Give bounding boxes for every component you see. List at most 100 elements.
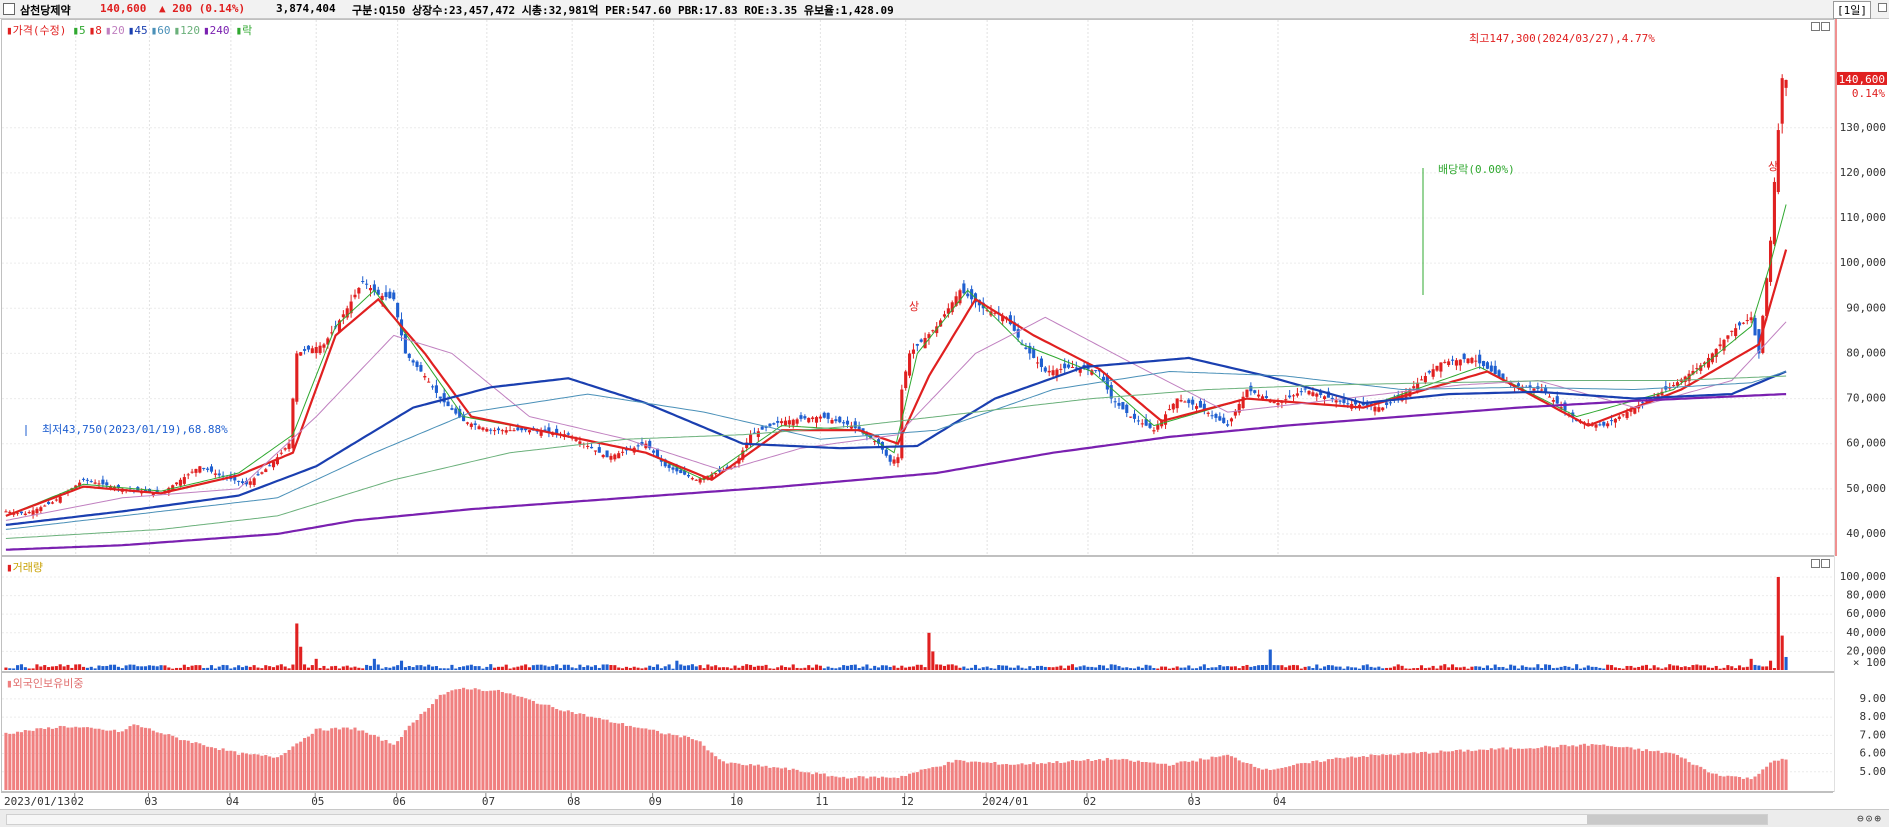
- foreign-bar: [613, 722, 617, 790]
- candle-body: [1342, 398, 1346, 404]
- volume-bar: [361, 668, 365, 670]
- volume-bar: [209, 665, 214, 670]
- foreign-bar: [202, 745, 206, 790]
- legend-ma-8[interactable]: ▮8: [88, 24, 102, 37]
- volume-bar: [764, 664, 768, 670]
- foreign-bar: [1544, 745, 1548, 790]
- foreign-bar: [842, 776, 846, 790]
- candle-body: [1691, 370, 1695, 375]
- candle-body: [345, 308, 349, 318]
- foreign-bar: [1295, 763, 1299, 790]
- window-buttons[interactable]: [1877, 3, 1887, 14]
- foreign-bar: [535, 703, 539, 790]
- candle-body: [1295, 393, 1299, 396]
- volume-bar: [1532, 667, 1536, 670]
- legend-ma-240[interactable]: ▮240: [202, 24, 230, 37]
- foreign-pane[interactable]: ▮외국인보유비중: [1, 672, 1835, 792]
- volume-bar: [1253, 666, 1257, 670]
- legend-ma-5[interactable]: ▮5: [72, 24, 86, 37]
- volume-bar: [1722, 667, 1726, 670]
- legend-ma-20[interactable]: ▮20: [104, 24, 125, 37]
- candle-body: [43, 505, 47, 507]
- volume-pane-buttons[interactable]: [1810, 559, 1830, 570]
- volume-bar: [128, 664, 132, 670]
- candle-body: [1152, 430, 1156, 432]
- volume-bar: [120, 668, 124, 670]
- volume-bar: [1350, 667, 1354, 670]
- candle-body: [1388, 402, 1393, 404]
- volume-bar: [749, 664, 753, 670]
- volume-bar: [1373, 667, 1377, 670]
- foreign-chart[interactable]: [2, 673, 1834, 791]
- foreign-bar: [1749, 779, 1753, 790]
- price-pane[interactable]: 최고147,300(2024/03/27),4.77% 최저43,750(2023…: [1, 19, 1835, 556]
- zoom-in-icon[interactable]: ⊕: [1874, 812, 1883, 825]
- volume-bar: [1540, 667, 1544, 670]
- candle-body: [1714, 348, 1718, 357]
- volume-chart[interactable]: [2, 557, 1834, 671]
- candle-body: [1195, 406, 1199, 409]
- foreign-bar: [252, 754, 256, 790]
- foreign-bar: [1187, 761, 1191, 790]
- zoom-controls[interactable]: ⊖⊙⊕: [1857, 812, 1883, 825]
- foreign-bar: [675, 735, 679, 790]
- volume-bar: [1509, 664, 1513, 670]
- candle-body: [349, 301, 353, 314]
- volume-bar: [1761, 666, 1765, 670]
- volume-bar: [1691, 665, 1695, 670]
- price-pane-buttons[interactable]: [1810, 22, 1830, 33]
- volume-bar: [1780, 635, 1784, 670]
- volume-bar: [1280, 665, 1284, 670]
- candle-body: [1423, 376, 1427, 383]
- stock-name[interactable]: 삼천당제약: [20, 4, 71, 17]
- volume-bar: [1218, 665, 1222, 670]
- zoom-reset-icon[interactable]: ⊙: [1865, 812, 1875, 825]
- candle-body: [783, 420, 788, 426]
- foreign-bar: [698, 741, 702, 790]
- foreign-bar: [62, 726, 66, 790]
- legend-ma-60[interactable]: ▮60: [150, 24, 171, 37]
- maximize-icon[interactable]: [1811, 22, 1820, 31]
- legend-ma-45[interactable]: ▮45: [127, 24, 148, 37]
- candle-body: [946, 308, 950, 314]
- foreign-bar: [939, 766, 943, 790]
- foreign-bar: [601, 719, 605, 790]
- volume-bar: [1043, 666, 1047, 670]
- timeframe-button[interactable]: [1일]: [1833, 1, 1871, 19]
- foreign-bar: [1621, 747, 1625, 790]
- candle-body: [283, 448, 287, 450]
- candle-body: [198, 466, 202, 473]
- legend-ma-120[interactable]: ▮120: [173, 24, 200, 37]
- zoom-out-icon[interactable]: ⊖: [1857, 812, 1866, 825]
- scrollbar-thumb[interactable]: [1587, 815, 1767, 824]
- candle-body: [1606, 423, 1610, 427]
- foreign-bar: [1377, 755, 1381, 790]
- volume-bar: [1590, 666, 1594, 670]
- select-checkbox[interactable]: [3, 3, 15, 15]
- candle-body: [1551, 400, 1555, 402]
- volume-pane[interactable]: ▮거래량: [1, 556, 1835, 672]
- maximize-icon[interactable]: [1811, 559, 1820, 568]
- foreign-bar: [295, 743, 299, 790]
- chart-scrollbar[interactable]: [6, 814, 1768, 825]
- close-icon[interactable]: [1821, 559, 1830, 568]
- volume-bar: [198, 665, 202, 670]
- foreign-bar: [857, 775, 861, 790]
- volume-bar: [144, 666, 148, 670]
- foreign-bar: [822, 773, 826, 790]
- volume-bar: [857, 668, 861, 670]
- volume-bar: [822, 668, 826, 670]
- volume-bar: [1101, 665, 1106, 670]
- foreign-bar: [221, 748, 225, 790]
- price-chart[interactable]: 최고147,300(2024/03/27),4.77% 최저43,750(2023…: [2, 20, 1834, 555]
- volume-bar: [834, 668, 838, 670]
- candle-body: [454, 408, 458, 414]
- close-icon[interactable]: [1878, 3, 1887, 12]
- candle-body: [1338, 400, 1342, 402]
- ma-line-8: [5, 249, 1788, 517]
- y-tick-label: 90,000: [1846, 301, 1886, 314]
- foreign-bar: [1427, 753, 1431, 790]
- candle-body: [206, 468, 210, 470]
- volume-bar: [1311, 668, 1315, 670]
- close-icon[interactable]: [1821, 22, 1830, 31]
